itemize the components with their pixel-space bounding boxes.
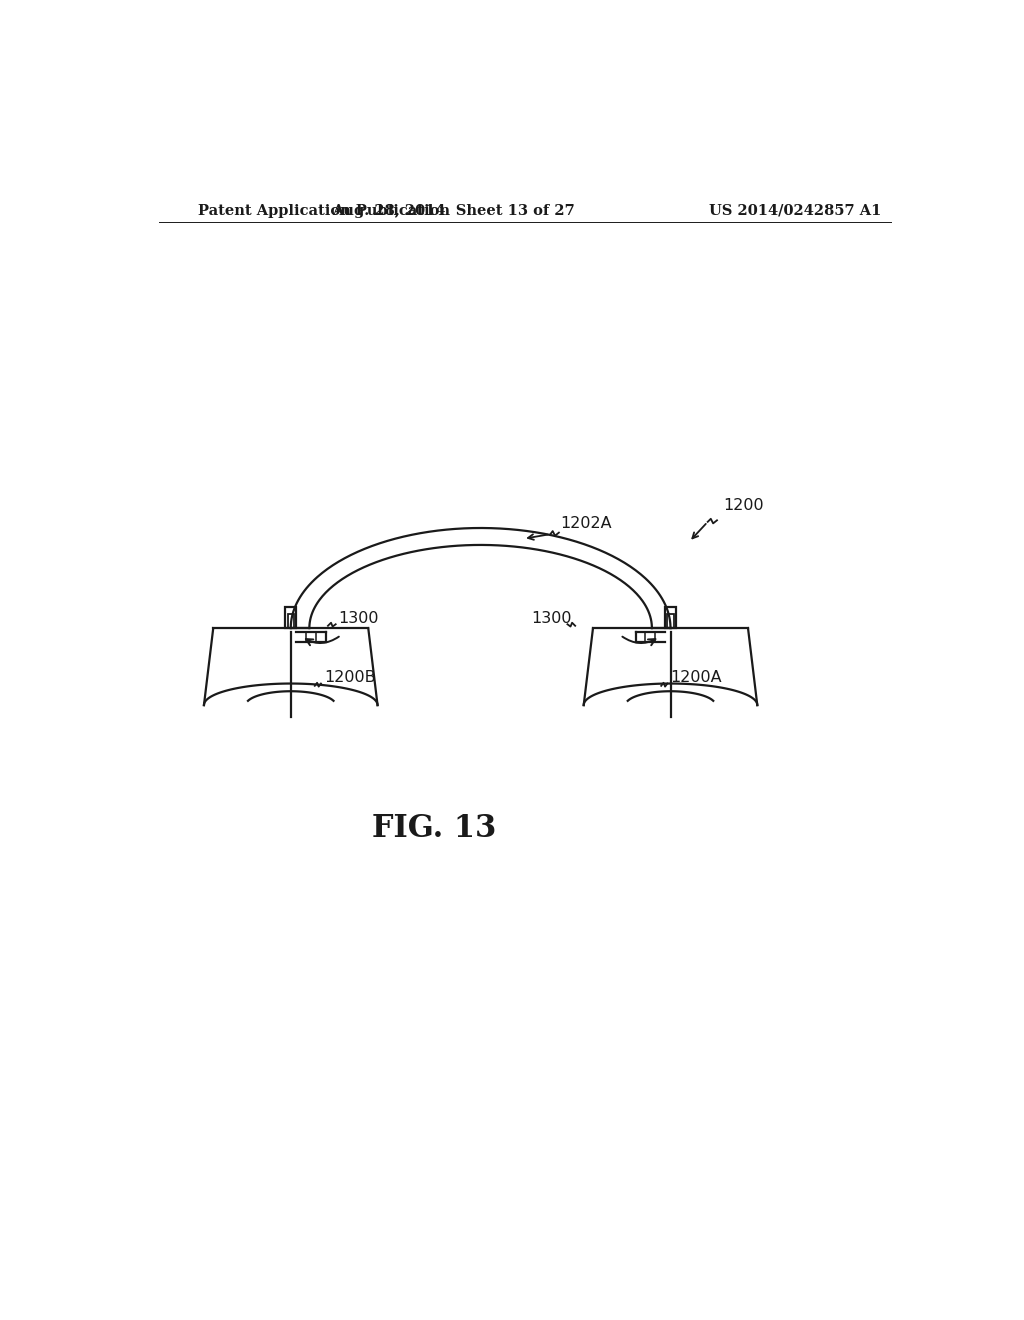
Text: 1200: 1200 (723, 498, 764, 513)
Text: Aug. 28, 2014  Sheet 13 of 27: Aug. 28, 2014 Sheet 13 of 27 (332, 203, 574, 218)
Text: 1202A: 1202A (560, 516, 612, 531)
Text: 1200B: 1200B (324, 671, 376, 685)
Text: Patent Application Publication: Patent Application Publication (198, 203, 450, 218)
Bar (286, 607, 296, 628)
Text: 1300: 1300 (338, 611, 379, 626)
Bar (665, 607, 676, 628)
Text: FIG. 13: FIG. 13 (372, 813, 497, 843)
Text: US 2014/0242857 A1: US 2014/0242857 A1 (710, 203, 882, 218)
Text: 1200A: 1200A (671, 671, 722, 685)
Bar (668, 614, 674, 628)
Bar (288, 614, 294, 628)
Text: 1300: 1300 (531, 611, 571, 626)
